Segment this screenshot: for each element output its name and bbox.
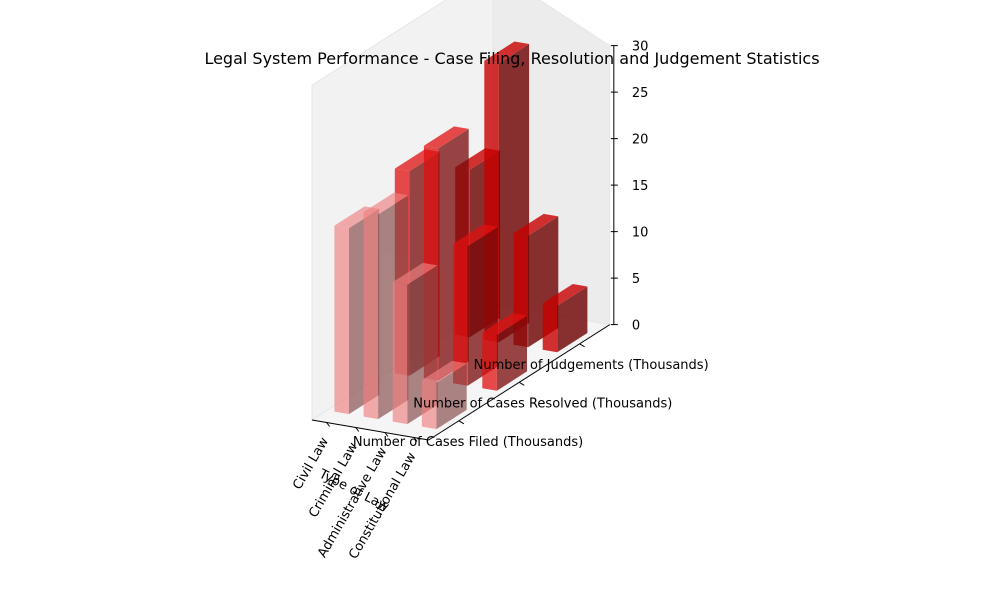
bar-3-1: [482, 313, 527, 391]
y-tick-2: [579, 343, 585, 348]
z-tick-label-2: 10: [632, 226, 649, 241]
x-tick-3: [413, 437, 418, 442]
chart-title: Legal System Performance - Case Filing, …: [204, 49, 819, 68]
chart-bars: [334, 41, 588, 430]
z-tick-label-5: 25: [632, 86, 649, 101]
bar-3-2: [542, 284, 588, 353]
y-tick-label-2: Number of Judgements (Thousands): [474, 358, 709, 373]
z-tick-label-3: 15: [632, 179, 649, 194]
y-tick-label-0: Number of Cases Filed (Thousands): [353, 435, 583, 450]
y-tick-label-1: Number of Cases Resolved (Thousands): [413, 396, 672, 411]
bar-3-0: [421, 360, 467, 430]
x-axis-line: [311, 419, 429, 441]
z-tick-label-1: 5: [632, 272, 640, 287]
z-tick-label-0: 0: [632, 319, 640, 334]
z-tick-label-4: 20: [632, 133, 649, 148]
x-tick-2: [384, 432, 389, 437]
z-tick-label-6: 30: [632, 40, 649, 55]
x-tick-1: [355, 427, 360, 432]
y-tick-0: [458, 420, 465, 425]
x-tick-0: [326, 422, 330, 427]
y-tick-1: [518, 381, 525, 386]
